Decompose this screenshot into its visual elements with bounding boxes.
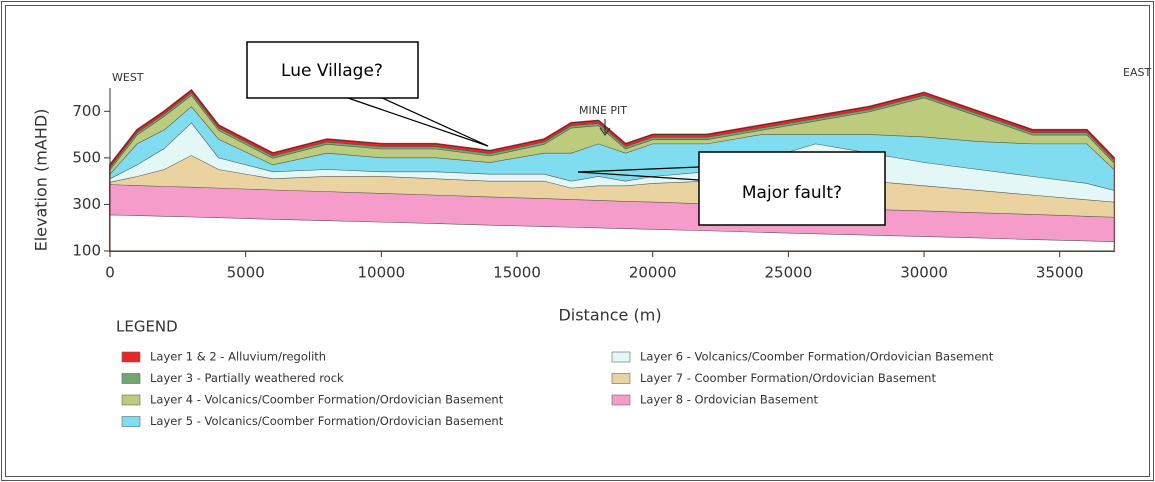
x-tick-label: 0	[105, 264, 115, 282]
legend-label: Layer 3 - Partially weathered rock	[150, 371, 344, 385]
annotation: WEST	[112, 71, 144, 84]
x-tick-label: 10000	[357, 264, 405, 282]
legend: Layer 1 & 2 - Alluvium/regolith Layer 3 -…	[122, 350, 994, 429]
legend-label: Layer 6 - Volcanics/Coomber Formation/Or…	[640, 350, 994, 364]
callout-text: Major fault?	[742, 183, 842, 203]
annotation: EAST	[1123, 66, 1151, 79]
legend-swatch	[122, 374, 140, 384]
y-tick-label: 500	[72, 148, 101, 166]
chart: 100 300 500 700 0 5000 10000 15000 20000 25000 300…	[0, 0, 1155, 482]
legend-swatch	[122, 352, 140, 362]
x-tick-label: 20000	[629, 264, 677, 282]
x-tick-label: 5000	[227, 264, 265, 282]
x-tick-label: 35000	[1036, 264, 1084, 282]
legend-label: Layer 7 - Coomber Formation/Ordovician B…	[640, 371, 936, 385]
legend-swatch	[612, 395, 630, 405]
legend-swatch	[122, 417, 140, 427]
legend-swatch	[612, 374, 630, 384]
x-tick-label: 30000	[900, 264, 948, 282]
legend-label: Layer 5 - Volcanics/Coomber Formation/Or…	[150, 414, 504, 428]
y-tick-label: 100	[72, 242, 101, 260]
callout-pointer	[345, 97, 488, 146]
x-tick-label: 15000	[493, 264, 541, 282]
y-axis-label: Elevation (mAHD)	[32, 109, 51, 252]
legend-title: LEGEND	[116, 318, 178, 336]
plot-area: 100 300 500 700 0 5000 10000 15000 20000 25000 300…	[72, 88, 1114, 282]
y-tick-label: 700	[72, 102, 101, 120]
page: {"chart_data": { "type": "cross-section"…	[0, 0, 1155, 482]
callout-pointer	[380, 97, 488, 146]
callout-text: Lue Village?	[281, 61, 383, 81]
legend-swatch	[612, 352, 630, 362]
annotation: MINE PIT	[579, 104, 627, 117]
legend-label: Layer 4 - Volcanics/Coomber Formation/Or…	[150, 393, 504, 407]
legend-swatch	[122, 395, 140, 405]
x-axis-label: Distance (m)	[558, 306, 661, 325]
y-tick-label: 300	[72, 195, 101, 213]
x-tick-label: 25000	[765, 264, 813, 282]
legend-label: Layer 1 & 2 - Alluvium/regolith	[150, 350, 326, 364]
legend-label: Layer 8 - Ordovician Basement	[640, 393, 818, 407]
